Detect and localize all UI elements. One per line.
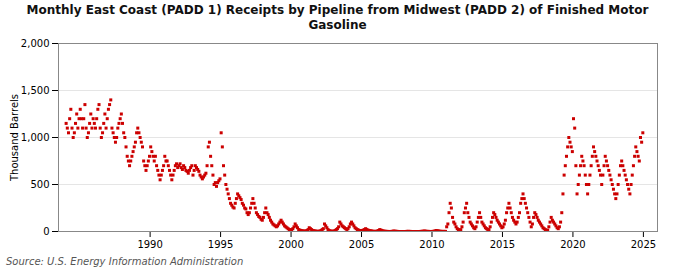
html-text:Monthly East Coast (PADD 1) Re: Monthly East Coast (PADD 1) Receipts by … [26,3,649,32]
svg-text:2020: 2020 [560,239,585,250]
svg-text:0: 0 [43,226,49,237]
svg-text:1,000: 1,000 [21,132,50,143]
svg-text:Thousand Barrels: Thousand Barrels [9,94,20,182]
svg-text:2005: 2005 [349,239,374,250]
svg-text:1990: 1990 [137,239,162,250]
svg-text:2,000: 2,000 [21,38,50,49]
svg-text:1,500: 1,500 [21,85,50,96]
svg-text:1995: 1995 [208,239,233,250]
svg-text:500: 500 [30,179,49,190]
svg-text:2010: 2010 [419,239,444,250]
svg-text:2015: 2015 [490,239,515,250]
html-text:Source: U.S. Energy Informatio: Source: U.S. Energy Information Administ… [6,256,244,267]
svg-text:2000: 2000 [278,239,303,250]
svg-text:2025: 2025 [631,239,656,250]
